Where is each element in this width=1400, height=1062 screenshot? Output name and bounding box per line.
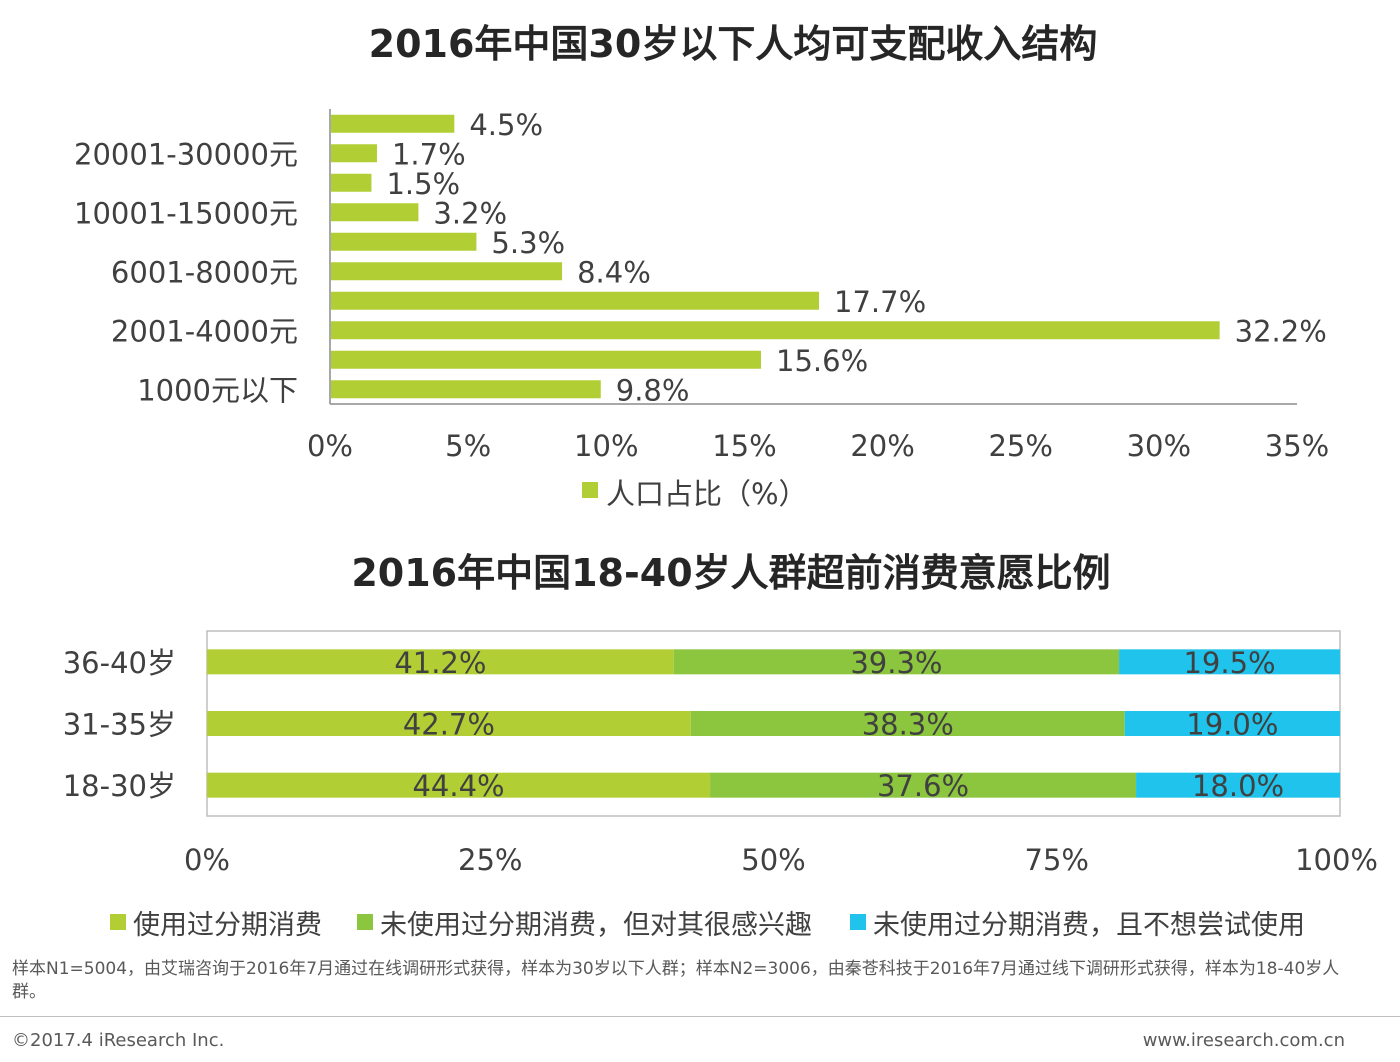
chart1-bar: [331, 380, 601, 399]
chart1-bar: [331, 321, 1220, 340]
footnote: 样本N1=5004，由艾瑞咨询于2016年7月通过在线调研形式获得，样本为30岁…: [12, 959, 1340, 1002]
chart1-title: 2016年中国30岁以下人均可支配收入结构: [369, 22, 1098, 66]
chart2-segment-value-label: 37.6%: [877, 769, 969, 803]
chart2-title: 2016年中国18-40岁人群超前消费意愿比例: [351, 551, 1110, 595]
chart1-bar-value-label: 8.4%: [577, 255, 651, 289]
chart2-segment-value-label: 39.3%: [850, 646, 942, 680]
chart2-category-label: 31-35岁: [63, 708, 176, 742]
chart2-legend-swatch: [850, 914, 866, 930]
chart2-bar-segment: [207, 772, 711, 798]
chart1-bar: [331, 291, 820, 310]
chart1-x-tick-label: 15%: [712, 429, 776, 463]
chart1-category-label: 6001-8000元: [111, 255, 298, 289]
chart2-bar-segment: [1124, 711, 1340, 736]
chart2-bar-segment: [690, 711, 1125, 736]
chart1-bar-value-label: 15.6%: [776, 344, 868, 378]
chart1-bar-value-label: 17.7%: [834, 285, 926, 319]
chart2-category-label: 18-30岁: [63, 769, 176, 803]
chart1-x-tick-label: 30%: [1127, 429, 1191, 463]
chart2-legend-label: 未使用过分期消费，但对其很感兴趣: [380, 910, 812, 941]
chart1-bar: [331, 232, 477, 251]
chart2-segment-value-label: 18.0%: [1192, 769, 1284, 803]
chart1-x-tick-label: 20%: [850, 429, 914, 463]
chart2-category-label: 36-40岁: [63, 646, 176, 680]
chart1-legend-label: 人口占比（%）: [606, 477, 808, 511]
chart1-bar-value-label: 1.5%: [386, 167, 460, 201]
chart2-bar-segment: [207, 649, 674, 675]
chart1-bar-value-label: 4.5%: [469, 108, 543, 142]
chart1-category-label: 10001-15000元: [74, 196, 298, 230]
chart1-bar: [331, 262, 563, 281]
chart2-bar-segment: [673, 649, 1120, 675]
chart2-segment-value-label: 38.3%: [862, 708, 954, 742]
chart1-category-label: 20001-30000元: [74, 137, 298, 171]
chart-canvas: 2016年中国30岁以下人均可支配收入结构 9.8% 1000元以下 15.6% 32…: [63, 22, 1378, 941]
chart2-bar-segment: [1136, 772, 1340, 798]
copyright: ©2017.4 iResearch Inc.: [12, 1030, 225, 1051]
chart2-bar-segment: [1119, 649, 1340, 675]
chart1-bar-value-label: 32.2%: [1235, 314, 1327, 348]
chart1-bar: [331, 173, 372, 192]
chart1-legend-swatch: [582, 482, 598, 498]
chart2-bar-segment: [710, 772, 1137, 798]
chart2-x-tick-label: 25%: [458, 843, 522, 877]
chart1-x-tick-label: 5%: [445, 429, 491, 463]
chart2-bar-segment: [207, 711, 691, 736]
chart2-legend-label: 未使用过分期消费，且不想尝试使用: [873, 910, 1305, 941]
chart1-x-tick-label: 25%: [988, 429, 1052, 463]
chart2-plot: 44.4% 37.6% 18.0% 18-30岁 42.7% 38.3% 19.0% 31-3…: [63, 630, 1378, 941]
chart1-x-tick-label: 35%: [1265, 429, 1329, 463]
chart2-legend-label: 使用过分期消费: [133, 910, 322, 941]
chart2-x-tick-label: 50%: [741, 843, 805, 877]
footer-divider: [0, 1016, 1400, 1017]
chart1-bar-value-label: 3.2%: [433, 196, 507, 230]
chart1-bar: [331, 350, 762, 369]
chart2-x-tick-label: 75%: [1025, 843, 1089, 877]
chart1-bar: [331, 203, 419, 222]
chart2-legend-swatch: [357, 914, 373, 930]
chart1-bar: [331, 114, 455, 133]
chart2-segment-value-label: 19.0%: [1186, 708, 1278, 742]
website-url: www.iresearch.com.cn: [1142, 1030, 1345, 1051]
chart2-segment-value-label: 19.5%: [1183, 646, 1275, 680]
chart1-category-label: 1000元以下: [137, 373, 298, 407]
chart1-category-label: 2001-4000元: [111, 314, 298, 348]
chart2-legend-swatch: [110, 914, 126, 930]
chart2-x-tick-label: 100%: [1295, 843, 1378, 877]
chart2-x-tick-label: 0%: [184, 843, 230, 877]
chart1-x-tick-label: 10%: [574, 429, 638, 463]
chart2-segment-value-label: 44.4%: [412, 769, 504, 803]
chart2-segment-value-label: 42.7%: [403, 708, 495, 742]
chart1-bar: [331, 144, 377, 163]
chart1-x-tick-label: 0%: [307, 429, 353, 463]
chart1-bar-value-label: 1.7%: [392, 137, 466, 171]
chart1-bar-value-label: 5.3%: [491, 226, 565, 260]
chart1-plot: 9.8% 1000元以下 15.6% 32.2% 2001-4000元 17.7% 8.4%…: [74, 108, 1329, 511]
chart2-segment-value-label: 41.2%: [394, 646, 486, 680]
chart1-bar-value-label: 9.8%: [616, 373, 690, 407]
